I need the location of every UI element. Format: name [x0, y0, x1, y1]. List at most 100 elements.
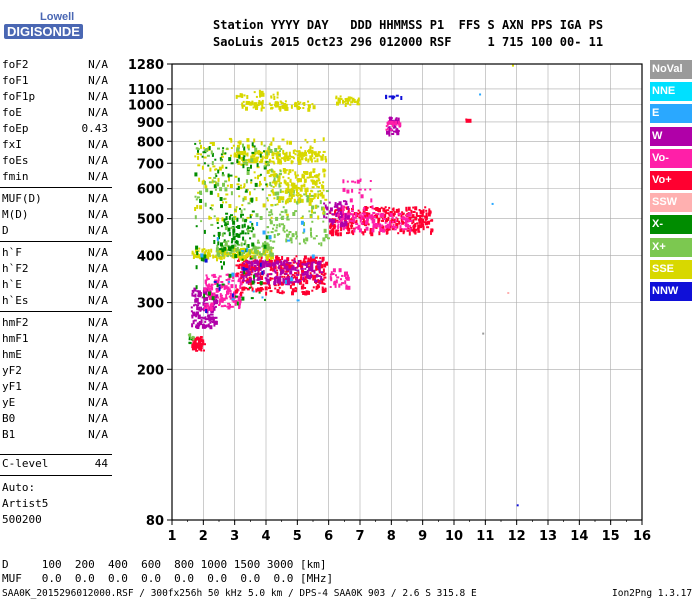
echo-point	[254, 246, 258, 249]
echo-point	[227, 278, 231, 281]
echo-point	[240, 263, 243, 266]
echo-point	[385, 224, 388, 229]
echo-point	[272, 191, 275, 196]
echo-point	[205, 148, 209, 152]
echo-point	[296, 266, 299, 269]
echo-point	[299, 146, 302, 149]
echo-point	[279, 275, 282, 280]
echo-point	[252, 290, 255, 293]
echo-point	[209, 325, 213, 330]
echo-point	[393, 125, 397, 128]
echo-point	[317, 205, 320, 208]
echo-point	[251, 248, 254, 251]
echo-point	[210, 223, 214, 226]
echo-point	[250, 214, 253, 216]
echo-point	[213, 322, 216, 327]
y-tick-label: 1100	[128, 83, 164, 98]
echo-point	[274, 180, 277, 185]
echo-point	[205, 254, 208, 257]
echo-point	[321, 282, 325, 285]
echo-point	[264, 248, 268, 251]
y-tick-label: 1280	[128, 58, 164, 73]
echo-point	[205, 296, 208, 301]
echo-point	[226, 305, 230, 308]
echo-point	[240, 151, 244, 155]
echo-point	[215, 300, 218, 303]
echo-point	[270, 266, 273, 271]
echo-point	[287, 185, 290, 190]
echo-point	[212, 316, 214, 321]
echo-point	[333, 205, 337, 208]
echo-point	[233, 153, 237, 158]
echo-point	[311, 176, 314, 179]
echo-point	[298, 150, 301, 155]
x-tick-label: 8	[387, 529, 396, 544]
echo-point	[263, 176, 266, 181]
echo-point	[253, 260, 256, 265]
echo-point	[263, 150, 265, 153]
echo-point	[401, 211, 404, 214]
echo-point	[240, 163, 244, 166]
echo-point	[302, 276, 305, 281]
echo-point	[306, 269, 309, 274]
echo-point	[194, 298, 198, 303]
echo-point	[250, 155, 253, 160]
echo-point	[244, 265, 248, 270]
echo-point	[386, 212, 390, 215]
echo-point	[229, 252, 232, 255]
param-key: MUF(D)	[2, 192, 42, 205]
echo-point	[294, 272, 297, 275]
echo-point	[297, 157, 300, 162]
echo-point	[198, 341, 201, 343]
echo-point	[369, 188, 372, 191]
echo-point	[220, 284, 223, 289]
echo-point	[300, 277, 303, 280]
echo-point	[251, 153, 254, 158]
echo-point	[221, 299, 224, 302]
echo-point	[322, 137, 325, 142]
x-tick-label: 7	[355, 529, 364, 544]
echo-point	[305, 191, 308, 196]
echo-point	[310, 267, 314, 272]
echo-point	[351, 213, 354, 216]
param-separator	[0, 241, 112, 242]
echo-point	[191, 292, 194, 297]
echo-point	[342, 99, 344, 104]
echo-point	[242, 143, 244, 148]
echo-point	[405, 221, 407, 223]
echo-point	[296, 269, 300, 272]
echo-point	[338, 283, 341, 288]
echo-point	[252, 145, 255, 148]
echo-point	[301, 290, 304, 293]
echo-point	[296, 104, 299, 109]
echo-point	[260, 141, 263, 146]
echo-point	[230, 284, 234, 289]
echo-point	[404, 222, 408, 226]
echo-point	[269, 143, 272, 146]
echo-point	[408, 212, 412, 217]
echo-point	[273, 96, 276, 100]
echo-point	[273, 265, 277, 270]
echo-point	[226, 221, 229, 224]
echo-point	[195, 311, 199, 316]
echo-point	[214, 316, 218, 319]
echo-point	[265, 277, 268, 282]
echo-point	[352, 231, 355, 236]
echo-point	[210, 204, 214, 207]
echo-point	[320, 275, 323, 280]
echo-point	[243, 208, 246, 211]
echo-point	[313, 269, 316, 274]
echo-point	[406, 229, 410, 232]
echo-point	[332, 223, 336, 228]
echo-point	[389, 213, 393, 217]
echo-point	[335, 213, 338, 217]
echo-point	[218, 304, 221, 306]
echo-point	[214, 320, 218, 325]
echo-point	[246, 245, 249, 248]
echo-point	[297, 263, 299, 268]
echo-point	[507, 292, 510, 294]
x-tick-label: 1	[167, 529, 176, 544]
echo-point	[261, 106, 265, 109]
echo-point	[287, 274, 289, 277]
echo-point	[350, 210, 354, 213]
